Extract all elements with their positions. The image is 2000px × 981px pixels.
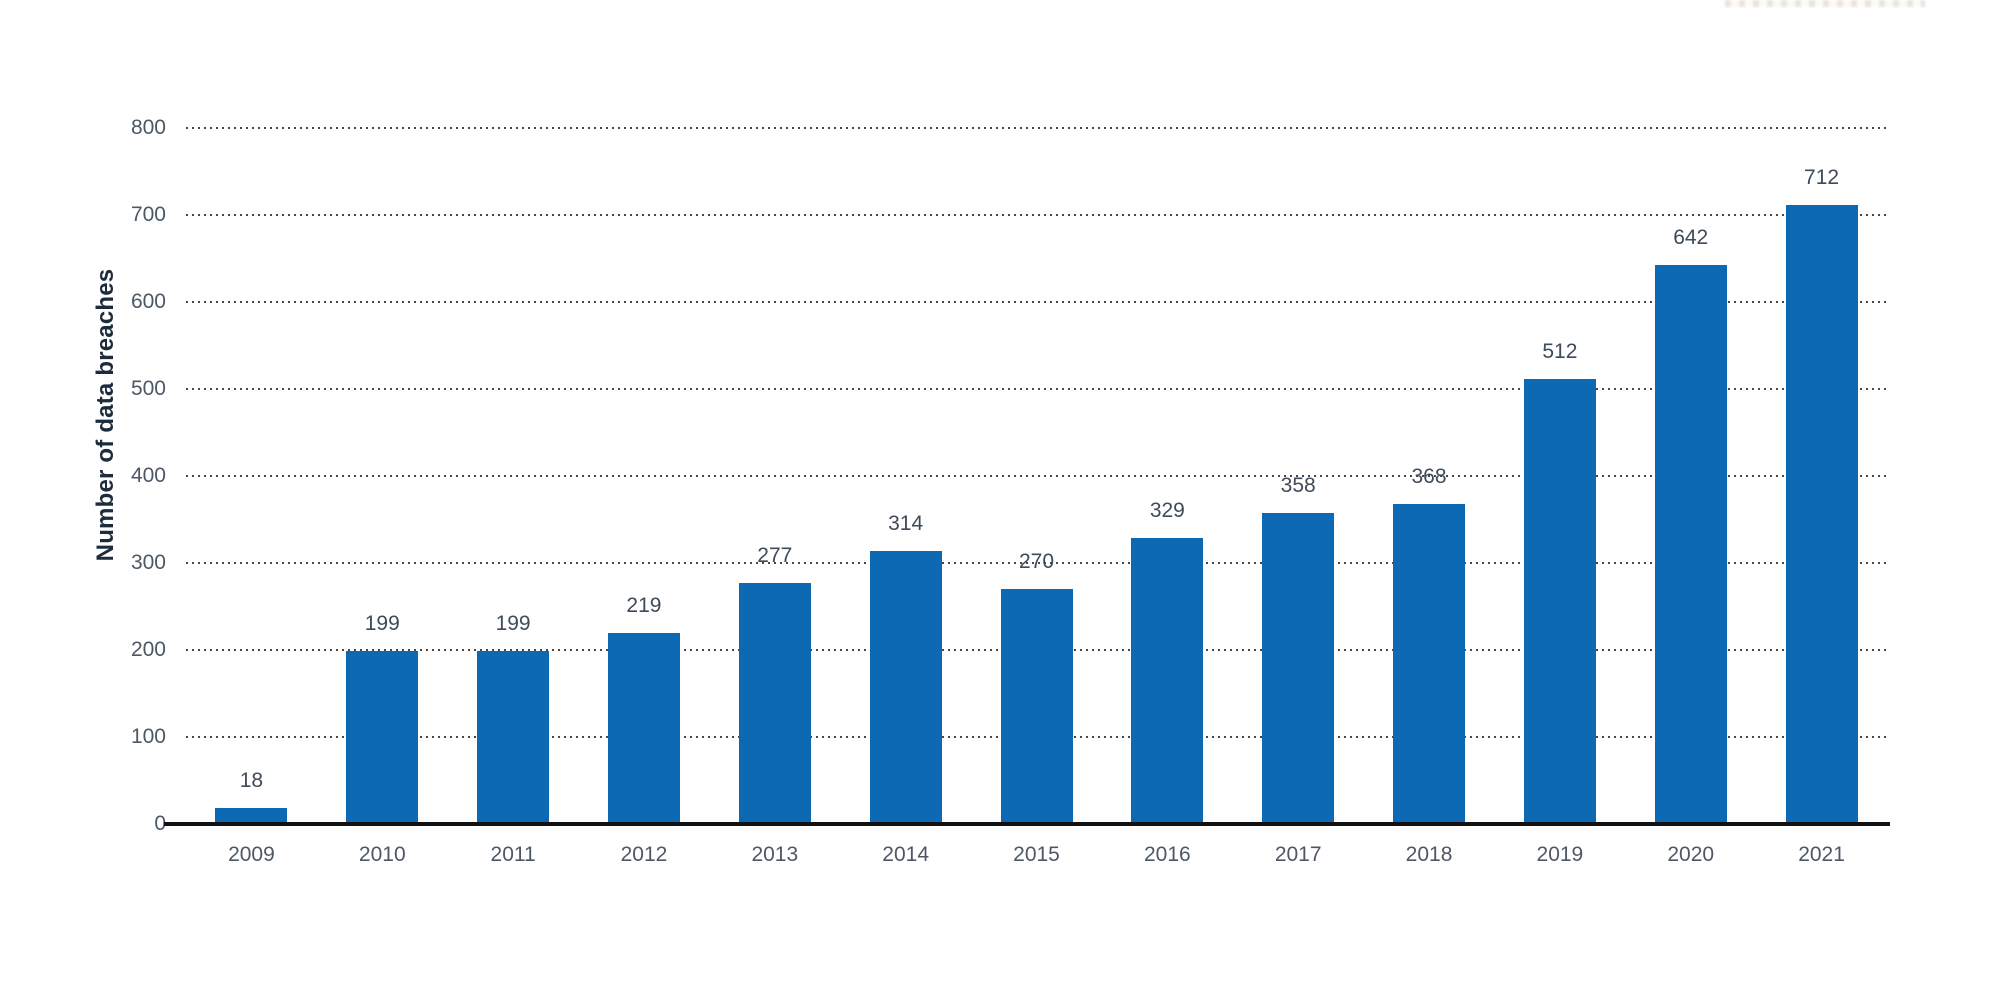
x-tick-label-2018: 2018: [1405, 843, 1453, 866]
bar-2019: [1523, 378, 1596, 824]
bar-2012: [607, 633, 680, 824]
y-tick-label-400: 400: [130, 464, 166, 487]
value-label-2009: 18: [239, 769, 264, 793]
y-tick-label-0: 0: [154, 812, 166, 835]
bar-2011: [477, 650, 550, 824]
y-tick-label-300: 300: [130, 551, 166, 574]
bar-2015: [1000, 589, 1073, 824]
x-tick-label-2010: 2010: [358, 843, 406, 866]
y-tick-label-700: 700: [130, 203, 166, 226]
gridline-500: [186, 388, 1887, 390]
bar-2016: [1131, 537, 1204, 824]
value-label-2011: 199: [495, 611, 531, 635]
value-label-2016: 329: [1149, 498, 1185, 522]
value-label-2017: 358: [1280, 473, 1316, 497]
y-tick-label-500: 500: [130, 377, 166, 400]
value-label-2021: 712: [1804, 165, 1840, 189]
x-tick-label-2009: 2009: [228, 843, 275, 866]
bar-2009: [215, 808, 288, 824]
x-tick-label-2012: 2012: [620, 843, 668, 866]
x-tick-label-2020: 2020: [1667, 843, 1715, 866]
x-tick-label-2015: 2015: [1013, 843, 1060, 866]
x-tick-label-2016: 2016: [1143, 843, 1191, 866]
gridline-300: [186, 562, 1887, 564]
value-label-2013: 277: [757, 544, 793, 567]
x-tick-label-2017: 2017: [1274, 843, 1322, 866]
gridline-400: [186, 475, 1887, 477]
gridline-800: [186, 127, 1887, 129]
value-label-2018: 368: [1411, 464, 1447, 488]
bar-2013: [738, 583, 811, 824]
bar-2020: [1654, 265, 1727, 824]
bar-2021: [1785, 204, 1858, 824]
x-tick-label-2014: 2014: [882, 843, 929, 866]
x-tick-label-2019: 2019: [1536, 843, 1584, 866]
gridline-600: [186, 301, 1887, 303]
x-tick-label-2013: 2013: [751, 843, 799, 866]
value-label-2012: 219: [626, 594, 662, 618]
y-tick-label-100: 100: [130, 725, 166, 748]
gridline-700: [186, 214, 1887, 216]
value-label-2019: 512: [1542, 339, 1578, 363]
y-tick-label-200: 200: [130, 638, 166, 661]
value-label-2020: 642: [1673, 226, 1709, 250]
cropped-artifact: [1725, 0, 1925, 7]
x-tick-label-2011: 2011: [490, 843, 536, 866]
y-tick-label-800: 800: [130, 116, 166, 139]
x-tick-label-2021: 2021: [1798, 843, 1845, 866]
bar-2018: [1393, 503, 1466, 824]
x-axis-line: [164, 822, 1890, 826]
bar-2017: [1262, 512, 1335, 824]
value-label-2010: 199: [364, 611, 400, 635]
bar-2014: [869, 550, 942, 824]
value-label-2015: 270: [1018, 550, 1055, 574]
y-tick-label-600: 600: [130, 290, 166, 313]
value-label-2014: 314: [888, 511, 924, 535]
bar-2010: [346, 650, 419, 824]
